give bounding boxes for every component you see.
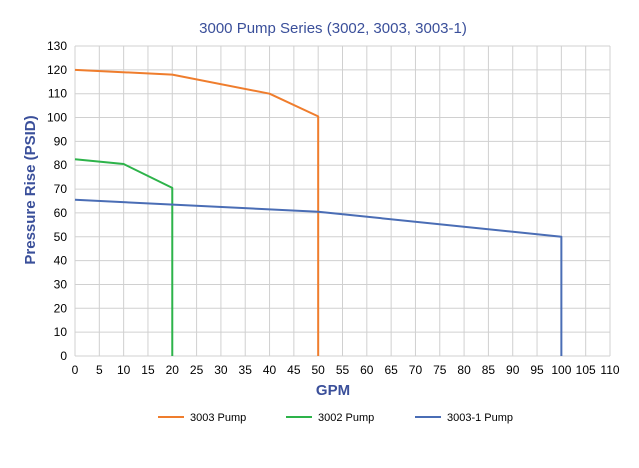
x-tick-label: 40 [263, 363, 277, 377]
legend-label: 3003 Pump [190, 412, 246, 424]
y-tick-label: 50 [54, 230, 68, 244]
x-axis-title: GPM [316, 382, 350, 399]
x-tick-label: 95 [530, 363, 544, 377]
y-axis-title: Pressure Rise (PSID) [22, 115, 39, 264]
x-tick-label: 55 [336, 363, 350, 377]
y-tick-label: 120 [47, 63, 67, 77]
x-tick-label: 100 [551, 363, 571, 377]
x-tick-label: 105 [576, 363, 596, 377]
x-tick-label: 70 [409, 363, 423, 377]
x-tick-label: 110 [600, 363, 619, 377]
y-tick-label: 90 [54, 134, 68, 148]
y-tick-label: 100 [47, 111, 67, 125]
series-line-3002-pump [74, 158, 174, 356]
y-tick-label: 110 [48, 87, 67, 101]
x-tick-label: 50 [312, 363, 326, 377]
y-tick-label: 10 [54, 325, 68, 339]
series-line-3003-pump [74, 68, 320, 356]
x-tick-label: 75 [433, 363, 447, 377]
x-tick-label: 0 [72, 363, 79, 377]
y-tick-labels: 0 10 20 30 40 50 60 70 80 90 100 110 120 130 [47, 39, 67, 363]
x-tick-label: 60 [360, 363, 374, 377]
x-tick-label: 80 [457, 363, 471, 377]
x-tick-label: 90 [506, 363, 520, 377]
y-tick-label: 0 [60, 349, 67, 363]
x-tick-label: 65 [384, 363, 398, 377]
x-tick-label: 25 [190, 363, 204, 377]
x-tick-labels: 0 5 10 15 20 25 30 35 40 45 50 55 60 65 70 75 80 85 90 95 10… [72, 363, 620, 377]
x-tick-label: 15 [141, 363, 155, 377]
y-tick-label: 30 [54, 277, 68, 291]
y-tick-label: 20 [54, 301, 68, 315]
series-lines [74, 68, 563, 356]
x-tick-label: 5 [96, 363, 103, 377]
legend: 3003 Pump 3002 Pump 3003-1 Pump [158, 412, 513, 424]
x-tick-label: 30 [214, 363, 228, 377]
chart-title: 3000 Pump Series (3002, 3003, 3003-1) [199, 20, 467, 37]
y-tick-label: 80 [54, 158, 68, 172]
grid [74, 45, 611, 357]
legend-label: 3002 Pump [318, 412, 374, 424]
series-line-3003-1-pump [74, 198, 563, 356]
x-tick-label: 85 [482, 363, 496, 377]
y-tick-label: 70 [54, 182, 68, 196]
y-tick-label: 60 [54, 206, 68, 220]
x-tick-label: 10 [117, 363, 131, 377]
y-tick-label: 130 [47, 39, 67, 53]
legend-label: 3003-1 Pump [447, 412, 513, 424]
y-tick-label: 40 [54, 254, 68, 268]
x-tick-label: 20 [166, 363, 180, 377]
x-tick-label: 35 [239, 363, 253, 377]
x-tick-label: 45 [287, 363, 301, 377]
